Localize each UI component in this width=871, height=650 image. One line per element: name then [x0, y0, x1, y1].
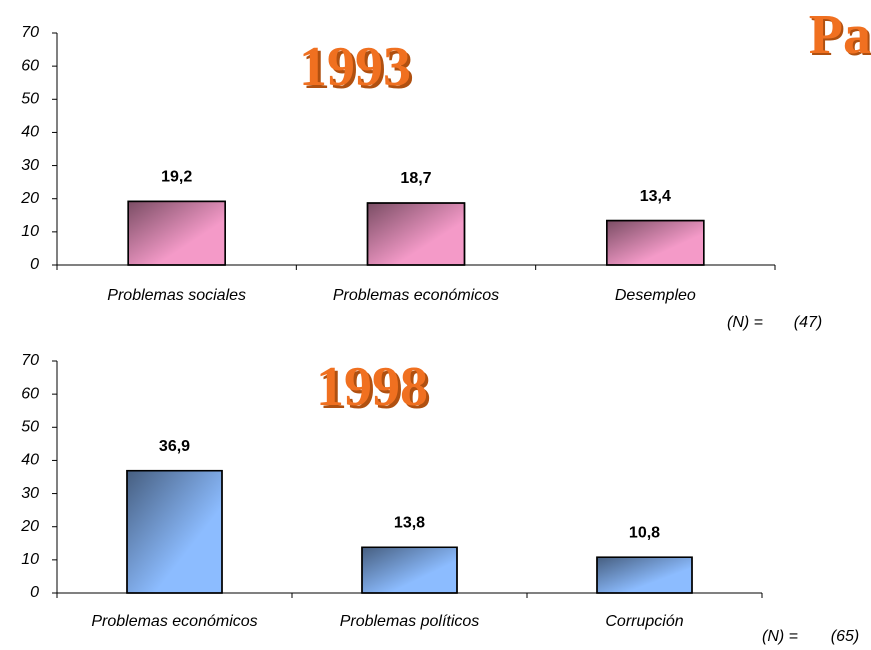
value-label: 36,9	[159, 438, 190, 455]
x-tick-label: Corrupción	[605, 613, 683, 630]
annotation: (65)	[831, 628, 859, 645]
y-tick-label: 0	[30, 584, 39, 601]
y-tick-label: 70	[21, 352, 39, 369]
chart-title: 1998	[316, 356, 428, 418]
annotation: (N) =	[762, 628, 798, 645]
value-label: 10,8	[629, 524, 660, 541]
y-tick-label: 50	[21, 419, 39, 436]
value-label: 13,8	[394, 514, 425, 531]
y-tick-label: 20	[20, 518, 39, 535]
y-tick-label: 0	[30, 256, 39, 273]
x-tick-label: Problemas económicos	[333, 287, 499, 304]
x-tick-label: Desempleo	[615, 287, 696, 304]
y-tick-label: 70	[21, 24, 39, 41]
y-tick-label: 60	[21, 385, 39, 402]
y-tick-label: 40	[21, 452, 39, 469]
annotation: (47)	[794, 314, 822, 331]
cut-title: Pa	[809, 4, 871, 66]
bar-shade	[361, 546, 458, 594]
y-tick-label: 30	[21, 157, 39, 174]
y-tick-label: 30	[21, 485, 39, 502]
bar-shade	[596, 556, 693, 594]
bar-shade	[606, 219, 705, 266]
y-tick-label: 10	[21, 223, 39, 240]
chart-title-shadow: 1993	[302, 39, 414, 101]
value-label: 18,7	[400, 170, 431, 187]
y-tick-label: 50	[21, 91, 39, 108]
cut-title-shadow: Pa	[811, 6, 871, 68]
chart-title-shadow: 1998	[319, 359, 431, 421]
y-tick-label: 60	[21, 57, 39, 74]
x-tick-label: Problemas políticos	[340, 613, 480, 630]
x-tick-label: Problemas sociales	[107, 287, 246, 304]
y-tick-label: 10	[21, 551, 39, 568]
bar-shade	[126, 469, 223, 594]
y-tick-label: 40	[21, 124, 39, 141]
value-label: 19,2	[161, 169, 192, 186]
value-label: 13,4	[640, 188, 671, 205]
chart-title: 1993	[299, 36, 411, 98]
x-tick-label: Problemas económicos	[91, 613, 257, 630]
y-tick-label: 20	[20, 190, 39, 207]
bar-shade	[127, 200, 226, 266]
annotation: (N) =	[727, 314, 763, 331]
bar-shade	[366, 202, 466, 266]
